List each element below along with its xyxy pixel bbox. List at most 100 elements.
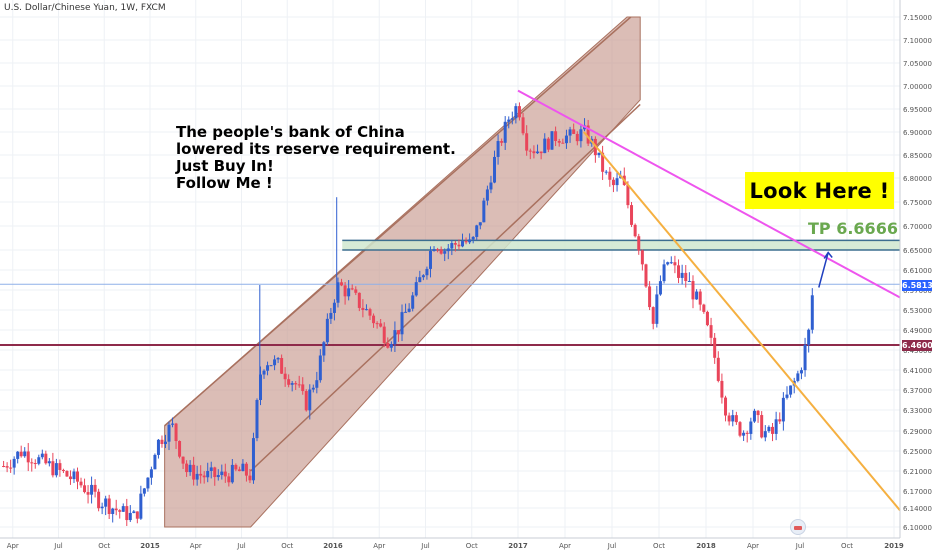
flag-icon <box>790 519 806 535</box>
candle-body <box>216 475 220 478</box>
candle-body <box>691 281 695 300</box>
candle-body <box>713 337 717 358</box>
candle-body <box>107 498 111 515</box>
candle-body <box>601 152 605 172</box>
y-tick-label: 6.61000 <box>903 267 932 275</box>
y-tick-label: 6.41000 <box>903 367 932 375</box>
candle-body <box>731 415 735 422</box>
candle-body <box>336 282 340 303</box>
y-tick-label: 6.45000 <box>903 347 932 355</box>
y-tick-label: 6.33000 <box>903 407 932 415</box>
annotation-line: lowered its reserve requirement. <box>176 140 456 158</box>
candle-body <box>44 453 48 464</box>
candle-body <box>546 138 550 150</box>
candle-body <box>496 141 500 157</box>
candle-body <box>12 458 16 468</box>
candle-body <box>280 357 284 374</box>
y-tick-label: 6.37000 <box>903 387 932 395</box>
magenta-trendline <box>517 89 901 299</box>
candle-body <box>9 467 13 469</box>
candle-body <box>615 178 619 186</box>
candle-body <box>453 243 457 245</box>
candle-body <box>626 184 630 206</box>
candle-body <box>121 506 125 512</box>
candle-body <box>178 441 182 457</box>
candle-body <box>347 288 351 297</box>
candle-body <box>745 432 749 434</box>
y-tick-label: 6.57000 <box>903 287 932 295</box>
candle-body <box>230 464 234 483</box>
tp-zone-rect <box>342 240 900 250</box>
candle-body <box>630 205 634 225</box>
candle-body <box>680 272 684 278</box>
candle-body <box>220 471 224 476</box>
candle-body <box>266 365 270 371</box>
candle-body <box>400 312 404 335</box>
candle-body <box>23 451 27 457</box>
symbol-title: U.S. Dollar/Chinese Yuan, 1W, FXCM <box>4 3 166 13</box>
candle-body <box>142 488 146 494</box>
candle-body <box>716 357 720 381</box>
candle-body <box>37 457 41 464</box>
x-tick-label: Jul <box>795 542 805 550</box>
annotation-line: Follow Me ! <box>176 174 273 192</box>
candle-body <box>248 475 252 481</box>
candle-body <box>26 451 30 463</box>
horizontal-levels <box>0 283 900 346</box>
candle-body <box>128 512 132 521</box>
candle-body <box>76 471 80 482</box>
candle-body <box>368 309 372 316</box>
x-tick-label: Oct <box>466 542 478 550</box>
candle-body <box>436 249 440 251</box>
candle-body <box>149 469 153 478</box>
candle-body <box>705 311 709 326</box>
candle-body <box>666 262 670 265</box>
candle-body <box>763 431 767 438</box>
candle-body <box>318 355 322 381</box>
candle-body <box>482 200 486 223</box>
candle-body <box>568 129 572 136</box>
candle-body <box>517 106 521 118</box>
y-tick-label: 6.85000 <box>903 152 932 160</box>
candle-body <box>68 476 72 480</box>
candle-body <box>803 344 807 371</box>
candle-body <box>61 469 65 472</box>
y-tick-label: 7.15000 <box>903 14 932 22</box>
candle-body <box>19 451 23 457</box>
x-tick-label: Jul <box>236 542 246 550</box>
candle-body <box>125 506 129 521</box>
candle-body <box>111 508 115 515</box>
candle-body <box>153 454 157 470</box>
candle-body <box>796 373 800 381</box>
candle-body <box>343 285 347 297</box>
candle-body <box>608 171 612 180</box>
x-tick-label: Oct <box>653 542 665 550</box>
candle-body <box>47 461 51 464</box>
candle-body <box>471 236 475 240</box>
y-tick-label: 6.75000 <box>903 199 932 207</box>
candle-body <box>536 151 540 154</box>
candle-body <box>163 441 167 444</box>
y-tick-label: 6.65000 <box>903 247 932 255</box>
candle-body <box>767 426 771 432</box>
candle-body <box>93 484 97 492</box>
candle-body <box>561 142 565 144</box>
candle-body <box>297 384 301 386</box>
candle-body <box>734 415 738 423</box>
candle-body <box>269 365 273 367</box>
x-tick-label: 2018 <box>696 542 716 550</box>
candle-body <box>439 249 443 254</box>
candle-body <box>611 179 615 186</box>
candle-body <box>464 241 468 243</box>
candle-body <box>372 315 376 324</box>
candle-body <box>375 323 379 325</box>
candle-body <box>658 281 662 295</box>
y-tick-label: 6.17000 <box>903 488 932 496</box>
candle-body <box>255 399 259 439</box>
candle-body <box>340 282 344 286</box>
annotation-line: The people's bank of China <box>176 123 405 141</box>
candle-body <box>752 410 756 422</box>
candle-body <box>432 249 436 251</box>
candle-body <box>135 511 139 519</box>
